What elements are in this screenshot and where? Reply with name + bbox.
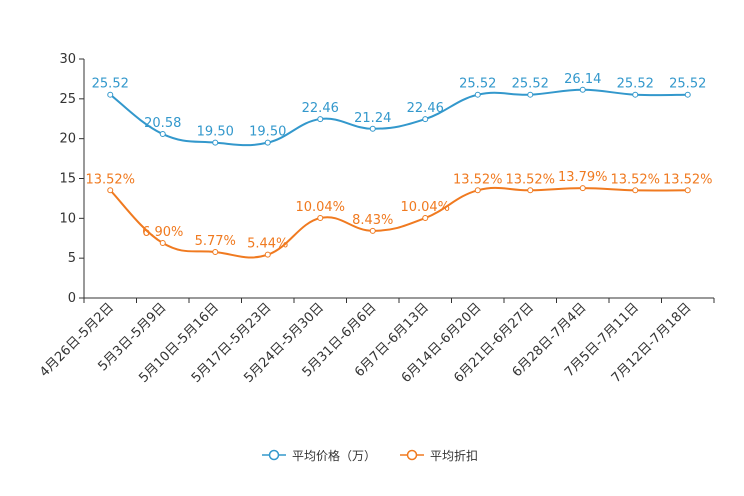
data-label: 13.52% bbox=[85, 172, 135, 187]
data-label: 25.52 bbox=[669, 77, 706, 92]
y-tick-label: 15 bbox=[59, 172, 76, 187]
y-tick-label: 0 bbox=[68, 291, 76, 306]
data-point bbox=[264, 139, 271, 146]
data-point bbox=[579, 86, 586, 93]
data-point bbox=[317, 116, 324, 123]
legend-label: 平均折扣 bbox=[430, 448, 478, 463]
data-label: 19.50 bbox=[197, 125, 234, 140]
data-point bbox=[264, 251, 271, 258]
data-label: 5.77% bbox=[195, 234, 236, 249]
data-label: 25.52 bbox=[92, 77, 129, 92]
data-point bbox=[527, 91, 534, 98]
data-label: 26.14 bbox=[564, 72, 601, 87]
data-label: 10.04% bbox=[400, 200, 450, 215]
data-label: 13.52% bbox=[610, 172, 660, 187]
data-label: 5.44% bbox=[247, 237, 288, 252]
y-tick-label: 30 bbox=[59, 52, 76, 67]
data-label: 25.52 bbox=[617, 77, 654, 92]
data-label: 13.52% bbox=[663, 172, 713, 187]
data-point bbox=[159, 131, 166, 138]
series-2: 13.52%6.90%5.77% 5.44%10.04%8.43%10.04%13… bbox=[85, 170, 713, 259]
data-label: 21.24 bbox=[354, 111, 391, 126]
data-point bbox=[212, 139, 219, 146]
data-point bbox=[369, 227, 376, 234]
data-label: 13.79% bbox=[558, 170, 608, 185]
data-point bbox=[369, 125, 376, 132]
y-tick-label: 20 bbox=[59, 132, 76, 147]
series-line bbox=[109, 88, 688, 147]
data-point bbox=[107, 91, 114, 98]
data-point bbox=[422, 215, 429, 222]
data-point bbox=[684, 91, 691, 98]
data-point bbox=[474, 91, 481, 98]
series-1: 25.52 20.58 19.50 19.50 22.46 21.24 22.46 25.52… bbox=[92, 72, 706, 147]
data-label: 8.43% bbox=[352, 213, 393, 228]
data-label: 25.52 bbox=[459, 77, 496, 92]
data-label: 13.52% bbox=[505, 172, 555, 187]
data-point bbox=[317, 215, 324, 222]
data-label: 10.04% bbox=[295, 200, 345, 215]
legend-marker-icon bbox=[406, 449, 418, 461]
legend-label: 平均价格（万） bbox=[292, 448, 376, 463]
data-point bbox=[422, 116, 429, 123]
data-point bbox=[684, 187, 691, 194]
data-point bbox=[474, 187, 481, 194]
legend-item-1: 平均价格（万） bbox=[262, 448, 376, 463]
data-point bbox=[527, 187, 534, 194]
data-label: 13.52% bbox=[453, 172, 503, 187]
y-tick-label: 25 bbox=[59, 92, 76, 107]
legend-marker-icon bbox=[268, 449, 280, 461]
legend-item-2: 平均折扣 bbox=[400, 448, 478, 463]
data-label: 6.90% bbox=[142, 225, 183, 240]
data-point bbox=[159, 240, 166, 247]
data-point bbox=[632, 187, 639, 194]
data-label: 19.50 bbox=[249, 125, 286, 140]
data-point bbox=[632, 91, 639, 98]
y-tick-label: 5 bbox=[68, 251, 76, 266]
data-point bbox=[579, 185, 586, 192]
y-tick-label: 10 bbox=[59, 211, 76, 226]
data-label: 20.58 bbox=[144, 116, 181, 131]
data-label: 25.52 bbox=[512, 77, 549, 92]
data-point bbox=[212, 249, 219, 256]
data-point bbox=[107, 187, 114, 194]
data-label: 22.46 bbox=[407, 101, 444, 116]
data-label: 22.46 bbox=[302, 101, 339, 116]
